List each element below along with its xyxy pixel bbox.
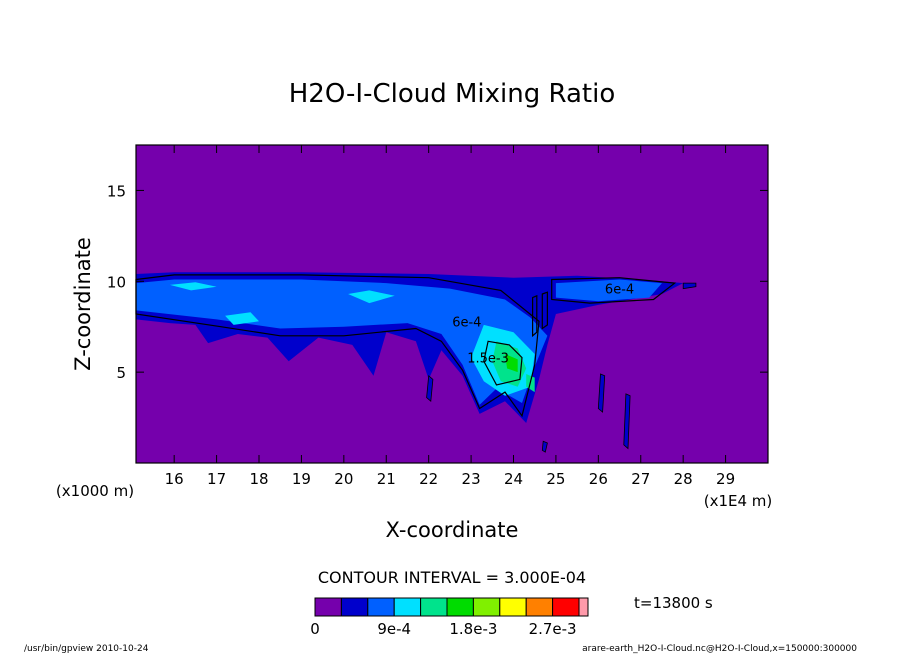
chart-title: H2O-I-Cloud Mixing Ratio	[289, 79, 616, 109]
colorbar-swatch	[393, 597, 422, 617]
contour-interval: CONTOUR INTERVAL = 3.000E-04	[318, 568, 586, 587]
colorbar-swatch	[499, 597, 527, 617]
colorbar-swatch	[552, 597, 580, 617]
contour-streak	[426, 374, 434, 403]
colorbar-swatch	[367, 597, 395, 617]
y-axis-unit: (x1000 m)	[56, 482, 134, 500]
contour-line-level-2	[551, 277, 677, 304]
colorbar-tick-label: 1.8e-3	[449, 620, 497, 638]
x-tick-label: 26	[589, 470, 608, 488]
colorbar-swatch	[446, 597, 474, 617]
colorbar-swatch	[472, 597, 501, 617]
contour-streak	[623, 393, 631, 450]
x-ticks: 16 17 18 19 20 21 22 23 24 25 26 27 28 29	[165, 145, 735, 488]
x-tick-label: 22	[419, 470, 438, 488]
contour-line-level-3	[541, 291, 549, 330]
colorbar-swatch	[340, 597, 369, 617]
x-tick-label: 16	[165, 470, 184, 488]
x-tick-label: 21	[377, 470, 396, 488]
x-tick-label: 28	[674, 470, 693, 488]
x-tick-label: 19	[292, 470, 311, 488]
colorbar-swatch	[420, 597, 448, 617]
y-tick-label: 15	[107, 182, 126, 200]
colorbar: 0 9e-4 1.8e-3 2.7e-3	[310, 597, 589, 638]
colorbar-swatch	[525, 597, 554, 617]
colorbar-swatch	[314, 597, 342, 617]
contour-region-level-5	[505, 354, 518, 373]
x-axis-label: X-coordinate	[386, 518, 519, 542]
contour-line-level-3	[531, 294, 538, 338]
x-tick-label: 17	[207, 470, 226, 488]
time-label: t=13800 s	[634, 594, 713, 612]
y-axis-label: Z-coordinate	[71, 237, 95, 371]
plot-frame	[135, 144, 769, 464]
contour-streak	[541, 440, 548, 453]
colorbar-tick-label: 0	[310, 620, 320, 638]
contour-region-level-2	[136, 279, 548, 405]
x-axis-unit: (x1E4 m)	[704, 492, 773, 510]
x-tick-label: 27	[631, 470, 650, 488]
colorbar-swatch	[578, 597, 589, 617]
contour-line-level-2	[135, 274, 540, 418]
plot-area: 6e-4 6e-4 1.5e-3	[135, 145, 768, 463]
x-tick-label: 18	[249, 470, 268, 488]
contour-label: 6e-4	[605, 283, 634, 298]
colorbar-tick-label: 2.7e-3	[529, 620, 577, 638]
x-tick-label: 20	[334, 470, 353, 488]
contour-streak	[597, 373, 606, 413]
x-tick-label: 23	[462, 470, 481, 488]
contour-label: 6e-4	[452, 315, 481, 330]
footer-right: arare-earth_H2O-I-Cloud.nc@H2O-I-Cloud,x…	[582, 644, 857, 654]
y-ticks: 5 10 15	[107, 182, 768, 382]
x-tick-label: 29	[716, 470, 735, 488]
footer-left: /usr/bin/gpview 2010-10-24	[24, 644, 149, 654]
contour-region-level-3	[225, 312, 259, 325]
contour-region-level-2	[555, 279, 662, 302]
y-tick-label: 10	[107, 273, 126, 291]
contour-label: 1.5e-3	[467, 352, 509, 367]
x-tick-label: 24	[504, 470, 523, 488]
contour-line-level-5	[483, 340, 523, 386]
contour-region-level-3	[169, 282, 217, 291]
x-tick-label: 25	[546, 470, 565, 488]
contour-region-level-3	[348, 290, 395, 304]
colorbar-tick-label: 9e-4	[377, 620, 411, 638]
y-tick-label: 5	[116, 364, 126, 382]
contour-streak	[682, 282, 697, 290]
